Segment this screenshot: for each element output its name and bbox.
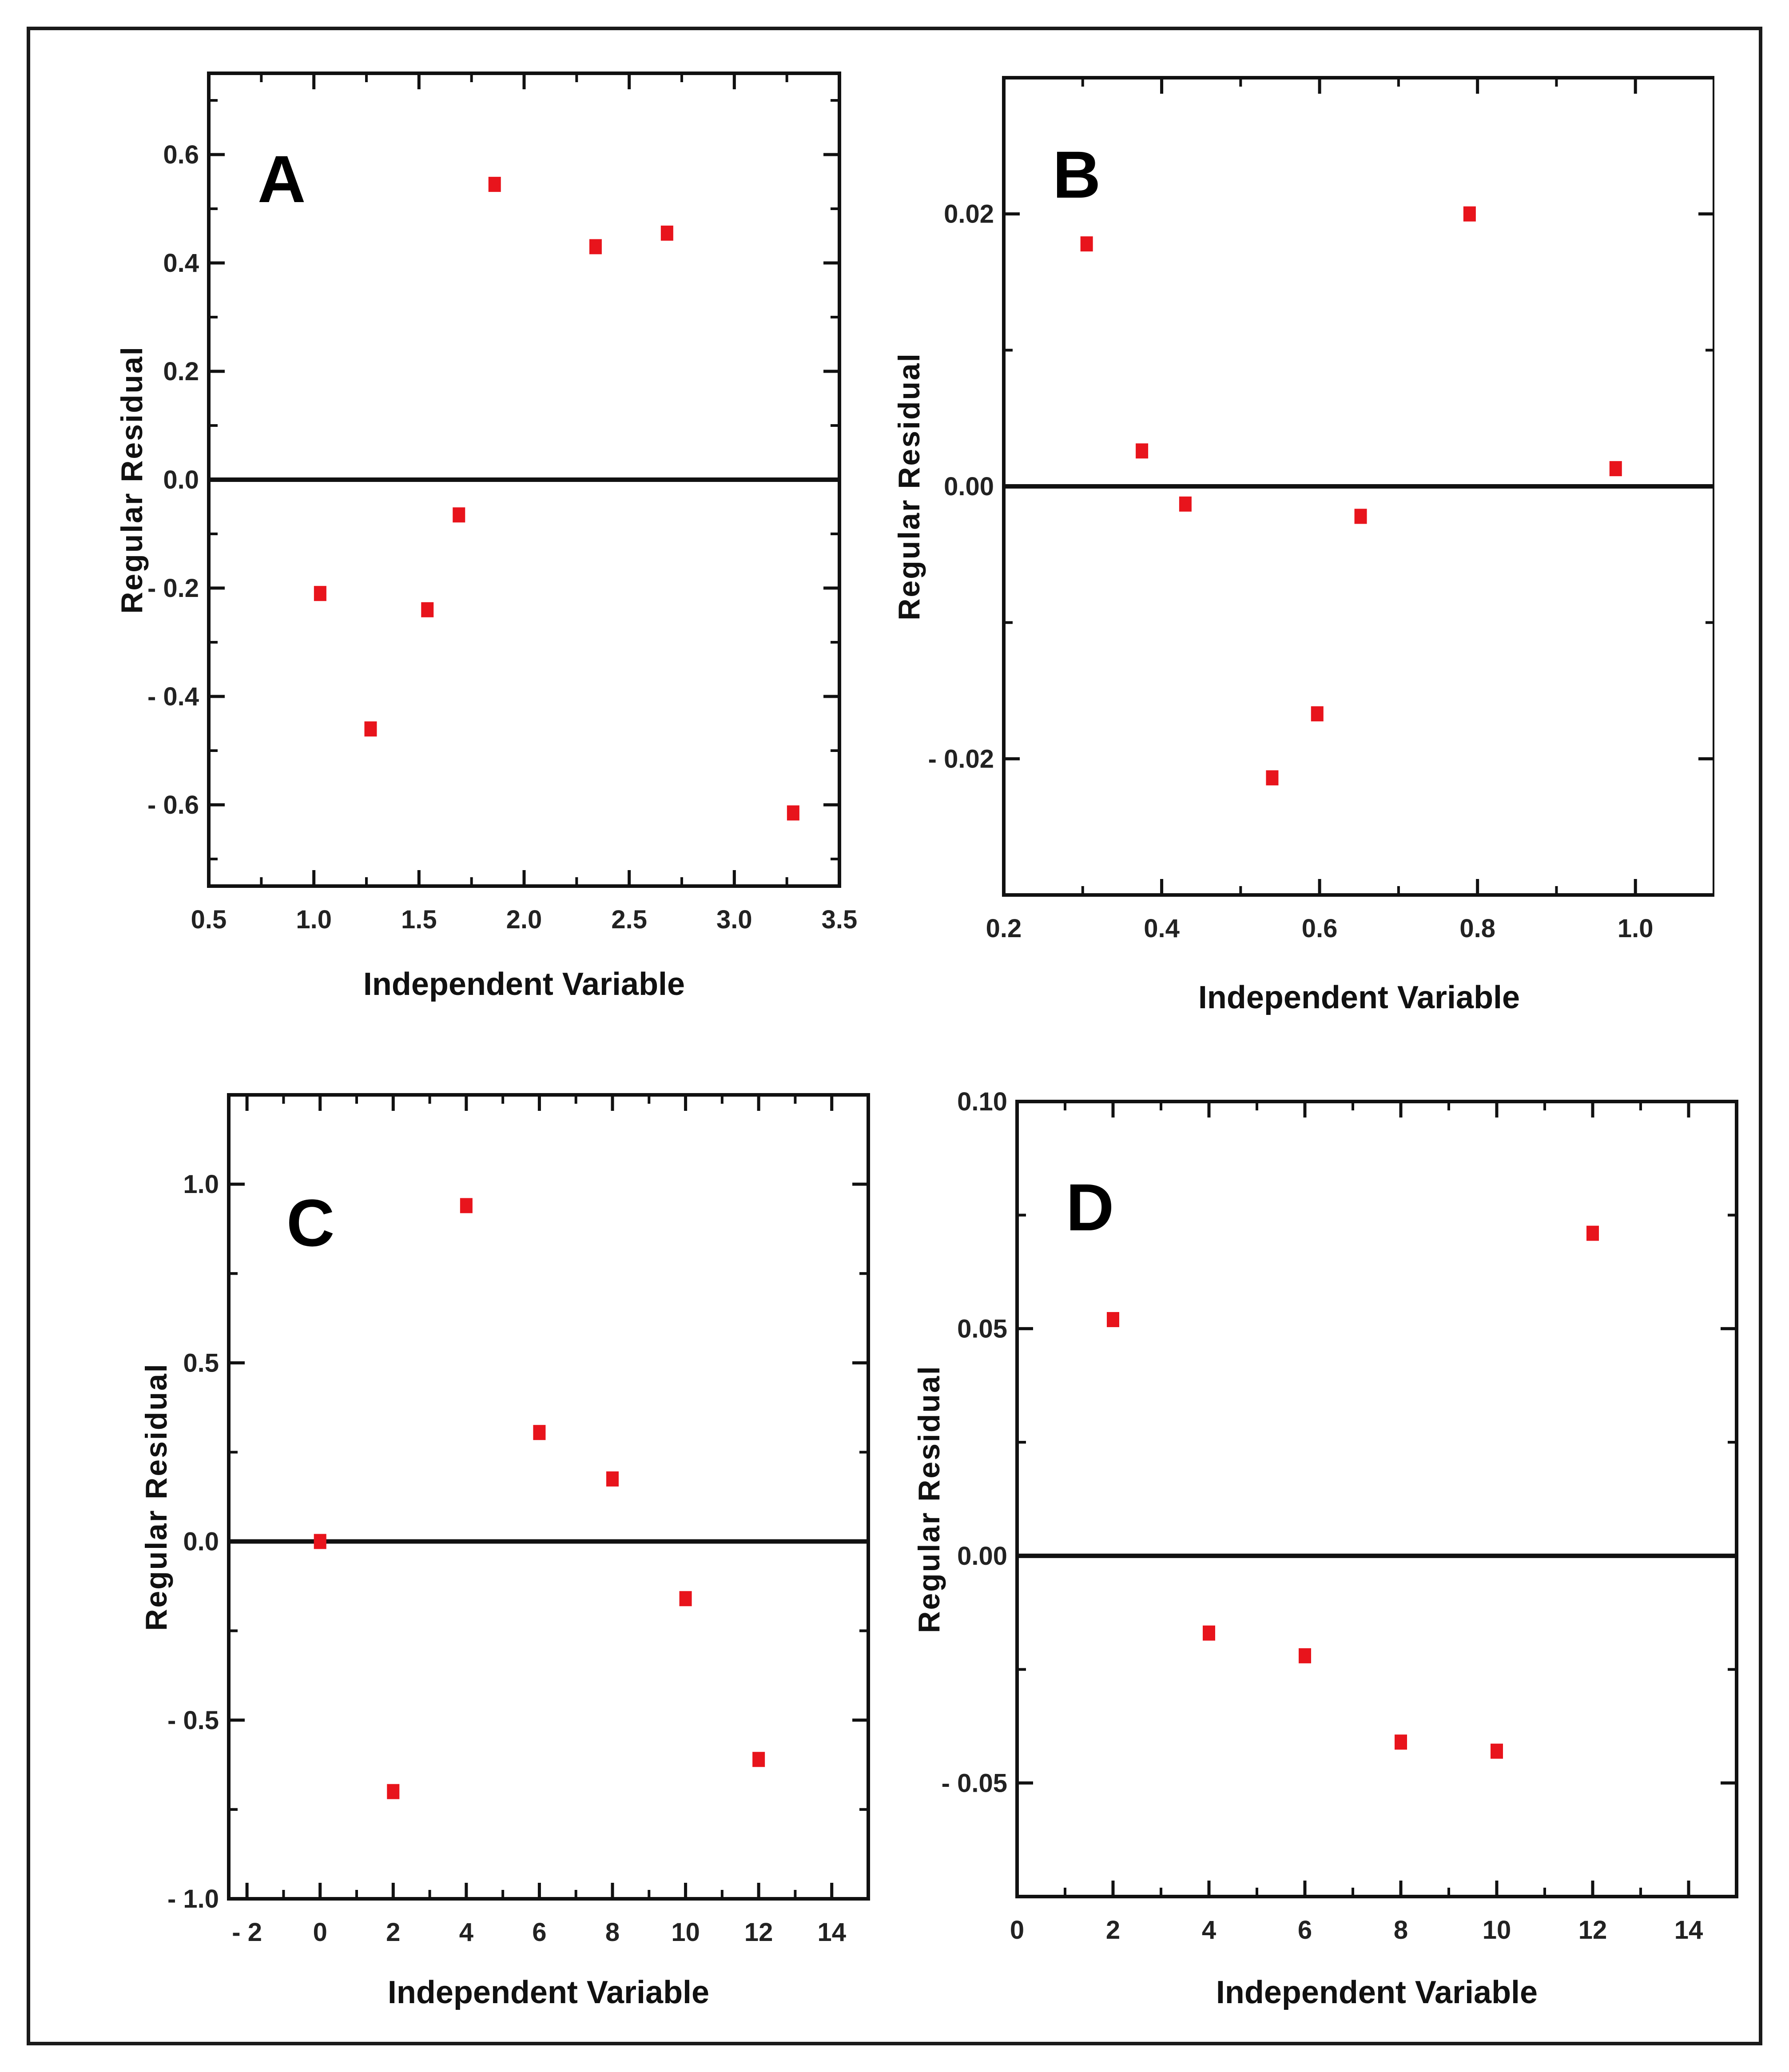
panel-c-x-tick-label: 0 xyxy=(313,1918,327,1947)
panel-d-plot-frame xyxy=(1015,1100,1738,1898)
panel-b-y-tick-label: 0.00 xyxy=(944,472,994,501)
panel-a-x-tick-label: 2.0 xyxy=(506,905,542,934)
panel-a-data-point xyxy=(589,239,602,255)
panel-c-x-tick-label: 4 xyxy=(459,1918,473,1947)
panel-c-y-tick-label: - 0.5 xyxy=(167,1706,219,1735)
panel-b-x-tick-label: 0.4 xyxy=(1144,914,1180,943)
panel-b-data-point xyxy=(1311,706,1324,722)
panel-d-y-tick-label: 0.05 xyxy=(957,1314,1007,1343)
panel-a-y-tick-label: - 0.4 xyxy=(147,682,199,711)
panel-c-x-tick-label: 6 xyxy=(532,1918,546,1947)
panel-c-data-point xyxy=(387,1784,400,1799)
panel-b-x-tick-label: 0.8 xyxy=(1459,914,1495,943)
panel-c-chart: - 2 0 2 4 6 8 10 12 14 1.0 0.5 0.0 - 0.5 - 1.0 C Indepe… xyxy=(139,1093,870,2010)
panel-d-data-point xyxy=(1299,1648,1311,1663)
panel-b-chart: 0.2 0.4 0.6 0.8 1.0 0.02 0.00 - 0.02 B Independen… xyxy=(892,76,1714,1015)
panel-c-y-tick-label: 0.5 xyxy=(183,1348,219,1377)
panel-a-y-tick-label: 0.6 xyxy=(163,140,199,169)
panel-d-x-tick-label: 6 xyxy=(1298,1916,1312,1945)
panel-a-data-point xyxy=(364,721,377,737)
panel-d-letter: D xyxy=(1066,1170,1114,1245)
panel-c-x-tick-label: 14 xyxy=(817,1918,846,1947)
panel-a-y-axis-title: Regular Residual xyxy=(115,346,149,614)
panel-d-data-point xyxy=(1395,1734,1407,1750)
panel-d-data-point xyxy=(1203,1625,1215,1641)
panel-d-y-tick-label: 0.00 xyxy=(957,1542,1007,1571)
panel-b-y-tick-label: 0.02 xyxy=(944,200,994,229)
panel-b-data-point xyxy=(1354,509,1367,524)
panel-a-data-point xyxy=(421,602,434,617)
panel-a-data-point xyxy=(488,177,501,192)
panel-d-x-tick-label: 4 xyxy=(1202,1916,1216,1945)
panel-c-x-tick-label: 2 xyxy=(386,1918,400,1947)
panel-a-y-tick-label: - 0.2 xyxy=(147,574,199,603)
panel-a-y-tick-label: - 0.6 xyxy=(147,791,199,819)
panel-a-x-tick-label: 0.5 xyxy=(191,905,227,934)
panel-a-x-tick-label: 3.5 xyxy=(822,905,858,934)
panel-d-x-tick-label: 10 xyxy=(1483,1916,1511,1945)
panel-b-data-point xyxy=(1080,236,1093,252)
panel-c-plot-frame xyxy=(227,1093,870,1901)
panel-d-y-tick-label: - 0.05 xyxy=(942,1769,1007,1798)
panel-a-data-point xyxy=(787,805,799,821)
panel-c-data-point xyxy=(752,1752,765,1767)
panel-d-x-tick-label: 2 xyxy=(1106,1916,1120,1945)
panel-c-x-axis-title: Independent Variable xyxy=(388,1975,709,2010)
panel-a-data-point xyxy=(453,507,465,523)
panel-b-x-tick-label: 1.0 xyxy=(1618,914,1654,943)
panel-a-x-tick-label: 1.0 xyxy=(296,905,332,934)
panel-d-x-tick-label: 12 xyxy=(1578,1916,1607,1945)
panel-b-y-tick-label: - 0.02 xyxy=(928,744,994,773)
figure-frame xyxy=(27,27,1762,2045)
panel-c-data-point xyxy=(460,1198,473,1213)
panel-c-y-tick-label: 0.0 xyxy=(183,1527,219,1556)
panel-a-data-point xyxy=(660,225,673,241)
panel-a-chart: 0.5 1.0 1.5 2.0 2.5 3.0 3.5 0.6 0.4 0.2 0.0 - 0.2 - … xyxy=(115,72,858,1002)
panel-b-letter: B xyxy=(1053,137,1101,212)
panel-c-data-point xyxy=(679,1591,692,1607)
panel-d-y-axis-title: Regular Residual xyxy=(912,1365,946,1633)
panel-a-x-tick-label: 2.5 xyxy=(611,905,647,934)
panel-b-data-point xyxy=(1136,443,1149,459)
panel-b-data-point xyxy=(1609,461,1622,477)
panel-c-letter: C xyxy=(286,1185,334,1260)
panel-c-data-point xyxy=(314,1534,326,1549)
panel-a-data-point xyxy=(314,586,326,601)
panel-b-data-point xyxy=(1266,770,1279,786)
panel-a-y-tick-label: 0.4 xyxy=(163,249,199,278)
panel-d-data-point xyxy=(1586,1225,1599,1241)
panel-c-y-tick-label: - 1.0 xyxy=(167,1885,219,1913)
panel-d-y-tick-label: 0.10 xyxy=(957,1087,1007,1116)
panel-a-x-axis-title: Independent Variable xyxy=(363,966,685,1002)
panel-b-data-point xyxy=(1463,206,1476,222)
panel-c-data-point xyxy=(606,1471,619,1487)
panel-a-x-tick-label: 1.5 xyxy=(401,905,437,934)
panel-a-x-tick-label: 3.0 xyxy=(716,905,752,934)
panel-b-data-point xyxy=(1179,496,1192,512)
panel-a-y-tick-label: 0.2 xyxy=(163,357,199,386)
panel-c-x-tick-label: - 2 xyxy=(232,1918,262,1947)
panel-d-x-axis-title: Independent Variable xyxy=(1216,1975,1538,2010)
panel-a-y-tick-label: 0.0 xyxy=(163,465,199,494)
panel-b-y-axis-title: Regular Residual xyxy=(892,352,926,620)
panel-d-data-point xyxy=(1491,1743,1503,1759)
panel-c-x-tick-label: 10 xyxy=(671,1918,700,1947)
panel-c-y-axis-title: Regular Residual xyxy=(139,1363,173,1631)
panel-c-y-tick-label: 1.0 xyxy=(183,1170,219,1199)
panel-d-x-tick-label: 14 xyxy=(1674,1916,1703,1945)
panel-d-chart: 0 2 4 6 8 10 12 14 0.10 0.05 0.00 - 0.05 D Independen… xyxy=(912,1087,1738,2010)
panel-c-x-tick-label: 8 xyxy=(605,1918,620,1947)
panel-b-x-tick-label: 0.6 xyxy=(1302,914,1338,943)
panel-c-data-point xyxy=(533,1425,546,1440)
panel-d-data-point xyxy=(1107,1312,1119,1327)
panel-b-x-tick-label: 0.2 xyxy=(986,914,1022,943)
panel-a-letter: A xyxy=(258,142,306,216)
panel-d-x-tick-label: 0 xyxy=(1010,1916,1024,1945)
panel-d-x-tick-label: 8 xyxy=(1394,1916,1408,1945)
panel-c-x-tick-label: 12 xyxy=(744,1918,773,1947)
panel-b-x-axis-title: Independent Variable xyxy=(1198,980,1520,1015)
